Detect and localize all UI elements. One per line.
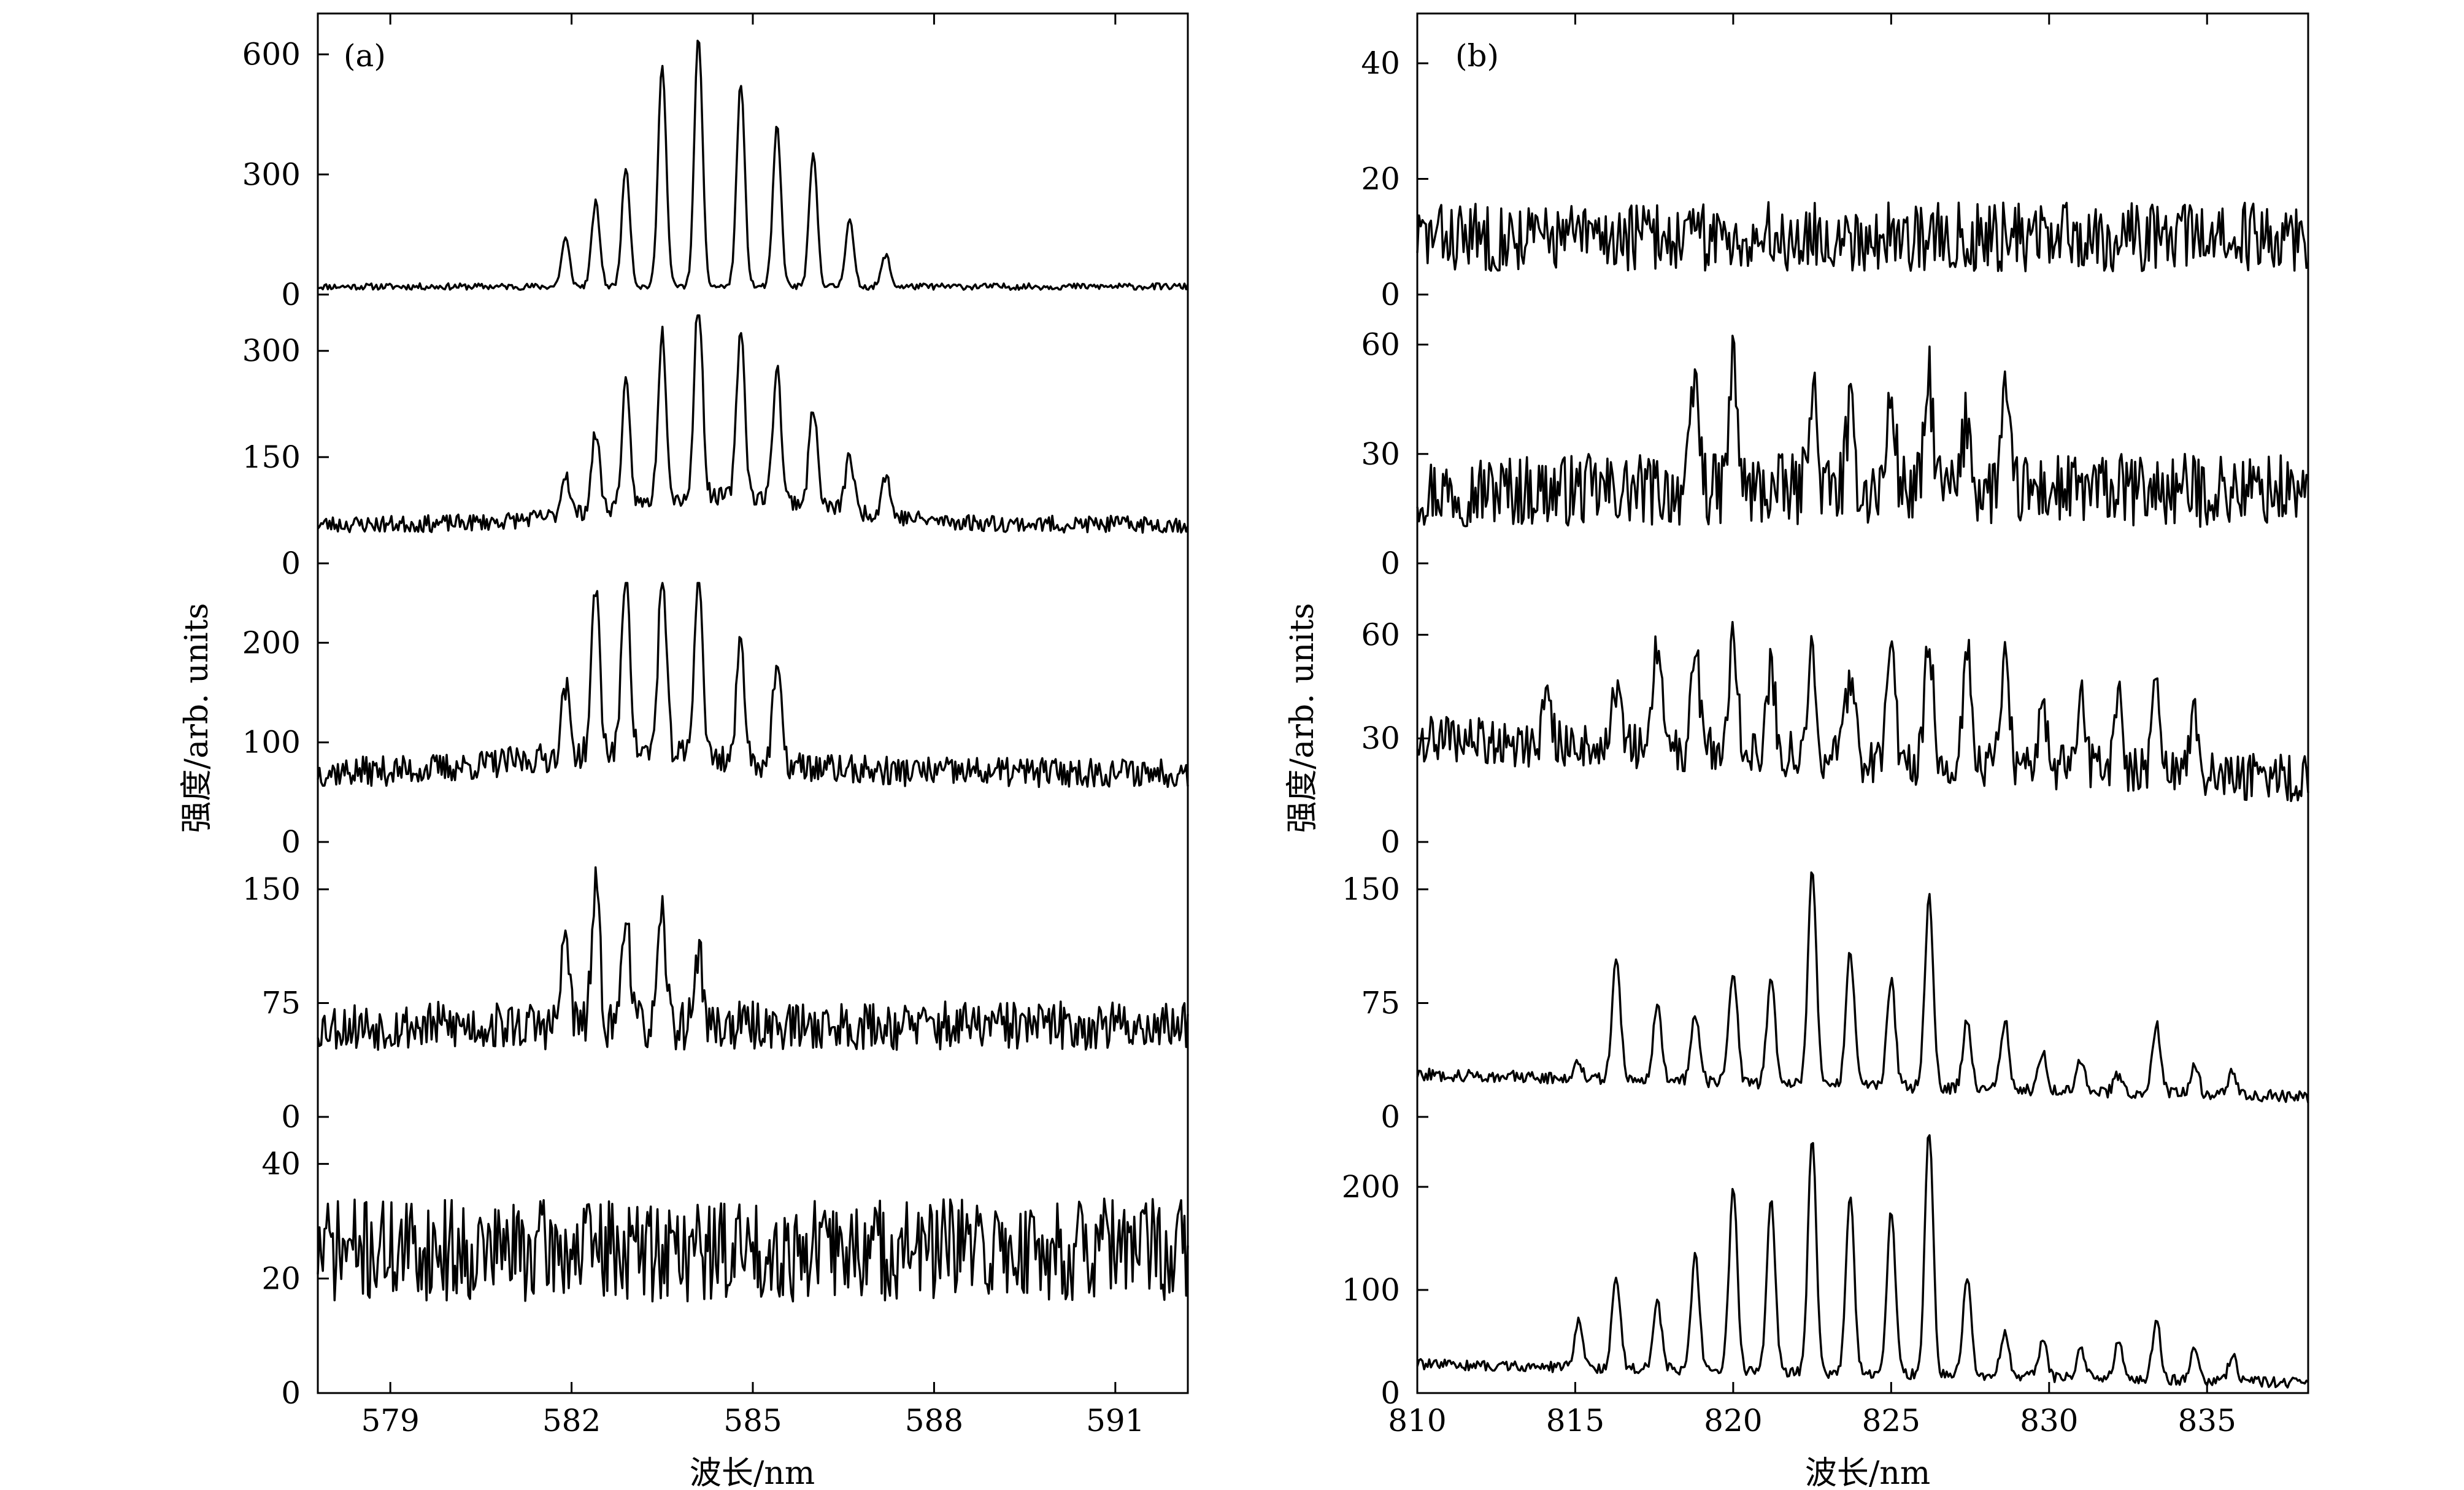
y-tick-label: 0: [1380, 1375, 1400, 1411]
y-tick-label: 75: [261, 986, 301, 1021]
y-tick-label: 30: [1361, 720, 1400, 756]
spectrum-trace-a1: [317, 39, 1189, 291]
y-tick-label: 40: [1361, 45, 1400, 81]
y-tick-label: 40: [261, 1146, 301, 1182]
y-tick-label: 600: [242, 37, 301, 72]
x-tick-label: 810: [1388, 1403, 1446, 1438]
spectrum-trace-b1: [1416, 201, 2309, 272]
y-tick-label: 150: [1342, 871, 1400, 907]
panel-b-label: (b): [1455, 38, 1499, 74]
panel-a-x-axis-title: 波长/nm: [690, 1455, 815, 1490]
y-tick-label: 20: [1361, 161, 1400, 197]
panel-a-y-axis-title: 强度/arb. units: [179, 603, 215, 833]
spectrum-trace-b5: [1416, 1134, 2309, 1389]
panel-b: (b) 强度/arb. units 波长/nm 810 815 820 825 830 8…: [1284, 12, 2309, 1490]
x-tick-label: 835: [2178, 1403, 2236, 1438]
y-tick-label: 0: [281, 546, 301, 581]
spectrum-trace-a5: [317, 1197, 1189, 1303]
spectrum-trace-a2: [317, 314, 1189, 534]
y-tick-label: 300: [242, 333, 301, 369]
spectrum-trace-a3: [317, 582, 1189, 789]
panel-a: (a) 强度/arb. units 波长/nm 579 582 585 588 591 0…: [179, 12, 1189, 1490]
panel-a-label: (a): [344, 38, 386, 74]
spectrum-trace-b3: [1416, 620, 2309, 803]
spectrum-trace-a4: [317, 866, 1189, 1051]
y-tick-label: 75: [1361, 986, 1400, 1021]
y-tick-label: 0: [281, 1375, 301, 1411]
y-tick-label: 0: [1380, 824, 1400, 860]
x-tick-label: 579: [361, 1403, 419, 1438]
y-tick-label: 100: [242, 725, 301, 760]
x-tick-label: 591: [1086, 1403, 1144, 1438]
panel-a-frame: [317, 12, 1189, 1394]
x-tick-label: 582: [542, 1403, 601, 1438]
spectrum-trace-b2: [1416, 334, 2309, 528]
x-tick-label: 825: [1862, 1403, 1920, 1438]
y-tick-label: 150: [242, 871, 301, 907]
y-tick-label: 0: [1380, 1099, 1400, 1135]
y-tick-label: 300: [242, 156, 301, 192]
y-tick-label: 150: [242, 439, 301, 475]
y-tick-label: 0: [1380, 546, 1400, 581]
y-tick-label: 0: [1380, 277, 1400, 312]
x-tick-label: 815: [1546, 1403, 1604, 1438]
y-tick-label: 30: [1361, 436, 1400, 472]
x-tick-label: 588: [905, 1403, 963, 1438]
panel-b-y-axis-title: 强度/arb. units: [1284, 603, 1321, 833]
x-tick-label: 820: [1704, 1403, 1762, 1438]
y-tick-label: 0: [281, 824, 301, 860]
panel-b-x-axis-title: 波长/nm: [1805, 1455, 1930, 1490]
spectrum-trace-b4: [1416, 871, 2309, 1103]
x-tick-label: 585: [723, 1403, 782, 1438]
x-tick-label: 830: [2020, 1403, 2078, 1438]
y-tick-label: 100: [1342, 1272, 1400, 1308]
panel-b-frame: [1416, 12, 2309, 1394]
y-tick-label: 60: [1361, 617, 1400, 652]
y-tick-label: 0: [281, 277, 301, 312]
y-tick-label: 200: [242, 625, 301, 660]
y-tick-label: 20: [261, 1260, 301, 1296]
y-tick-label: 200: [1342, 1169, 1400, 1205]
y-tick-label: 60: [1361, 327, 1400, 363]
y-tick-label: 0: [281, 1099, 301, 1135]
